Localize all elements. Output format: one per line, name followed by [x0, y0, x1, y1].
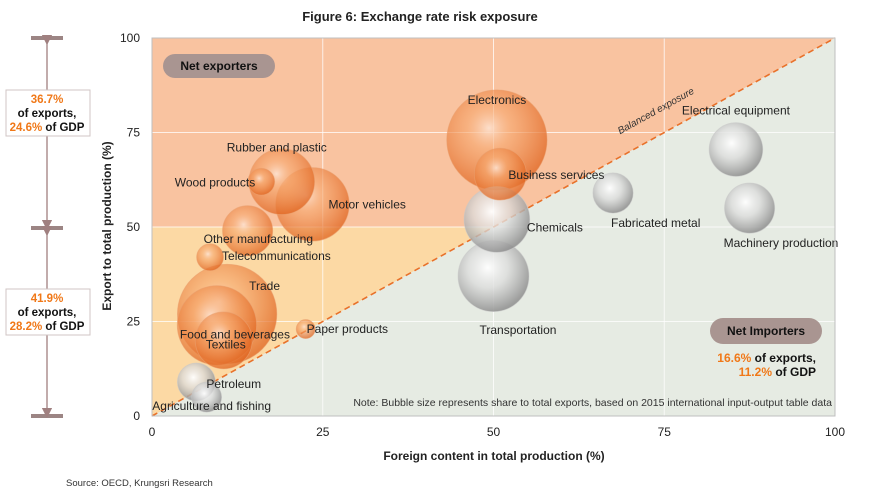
bubble-telecommunications	[196, 243, 224, 272]
x-axis-label: Foreign content in total production (%)	[383, 449, 604, 463]
source-note: Source: OECD, Krungsri Research	[66, 478, 213, 489]
label-fabricated-metal: Fabricated metal	[611, 216, 700, 230]
bubble-electrical-equipment	[708, 122, 764, 177]
x-tick-label: 0	[149, 425, 156, 439]
bubble-labels: Electronics Electrical equipment Business …	[152, 93, 838, 413]
y-tick-label: 0	[133, 409, 140, 423]
y-tick-label: 100	[120, 31, 140, 45]
lower-share-exports-text: of exports,	[18, 307, 77, 319]
label-transportation: Transportation	[480, 323, 557, 337]
bubble-textiles	[194, 311, 253, 370]
net-importers-label: Net Importers	[727, 324, 805, 338]
upper-share-box	[5, 89, 91, 137]
label-petroleum: Petroleum	[206, 377, 261, 391]
bubble-series	[176, 89, 776, 413]
lower-share-gdp: 28.2% of GDP	[10, 321, 85, 333]
y-tick-label: 50	[127, 220, 141, 234]
x-tick-label: 75	[658, 425, 672, 439]
y-tick-label: 25	[127, 315, 141, 329]
label-agriculture-and-fishing: Agriculture and fishing	[152, 399, 271, 413]
bubble-agriculture-and-fishing	[191, 381, 223, 413]
net-exporters-label: Net exporters	[180, 59, 258, 73]
x-tick-label: 50	[487, 425, 501, 439]
bubble-other-manufacturing	[222, 205, 274, 257]
net-exporters-badge	[163, 54, 275, 78]
label-electronics: Electronics	[468, 93, 527, 107]
label-food-and-beverages: Food and beverages	[180, 327, 290, 341]
label-rubber-and-plastic: Rubber and plastic	[227, 141, 327, 155]
bubble-size-note: Note: Bubble size represents share to to…	[353, 397, 832, 409]
net-importers-badge	[710, 318, 822, 344]
lower-share-exports-pct: 41.9%	[31, 293, 64, 305]
importers-share-line1: 16.6% of exports,	[717, 351, 816, 365]
label-motor-vehicles: Motor vehicles	[329, 197, 406, 211]
x-tick-label: 100	[825, 425, 845, 439]
bubble-fabricated-metal	[592, 172, 634, 214]
label-machinery-production: Machinery production	[724, 236, 839, 250]
plot-border	[151, 37, 836, 417]
label-wood-products: Wood products	[175, 176, 256, 190]
label-business-services: Business services	[508, 168, 604, 182]
y-axis-label: Export to total production (%)	[100, 141, 114, 310]
bubble-machinery-production	[724, 182, 776, 234]
label-other-manufacturing: Other manufacturing	[204, 232, 313, 246]
upper-share-exports-text: of exports,	[18, 108, 77, 120]
y-tick-label: 75	[127, 126, 141, 140]
upper-share-exports-pct: 36.7%	[31, 94, 64, 106]
x-tick-label: 25	[316, 425, 330, 439]
lower-share-box	[5, 288, 91, 336]
label-textiles: Textiles	[206, 337, 246, 351]
importers-share-line2: 11.2% of GDP	[739, 365, 816, 379]
bubble-paper-products	[295, 319, 316, 339]
bubble-wood-products	[247, 167, 276, 196]
bubble-business-services	[473, 147, 527, 201]
label-chemicals: Chemicals	[527, 220, 583, 234]
label-trade: Trade	[249, 279, 280, 293]
left-exposure-panel: 36.7% of exports, 24.6% of GDP 41.9% of …	[5, 34, 91, 419]
label-telecommunications: Telecommunications	[222, 249, 331, 263]
label-electrical-equipment: Electrical equipment	[682, 104, 791, 118]
axis-ticks: 0 25 50 75 100 0 25 50 75 100	[120, 31, 845, 439]
label-paper-products: Paper products	[307, 322, 388, 336]
upper-share-gdp: 24.6% of GDP	[10, 122, 85, 134]
chart-title: Figure 6: Exchange rate risk exposure	[302, 9, 538, 24]
